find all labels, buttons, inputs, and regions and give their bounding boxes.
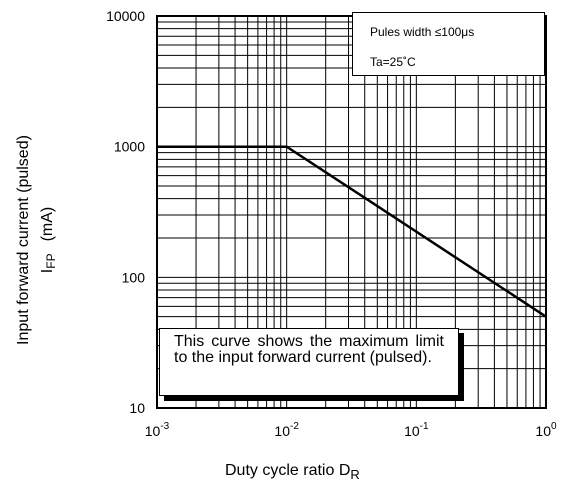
y-axis-symbol: I [39,269,56,273]
svg-text:Input forward current (pulsed): Input forward current (pulsed) [15,135,32,345]
y-axis-symbol-subscript: FP [44,253,58,268]
x-tick-label: 10-3 [145,421,170,439]
x-axis-label-text: Duty cycle ratio D [225,462,351,479]
y-axis-label-line1: Input forward current (pulsed) [15,135,32,345]
x-axis-label: Duty cycle ratio DR [225,462,360,482]
x-axis-label-subscript: R [350,467,360,482]
y-tick-label: 1000 [114,139,145,155]
note-text: This curve shows the maximum limit to th… [174,333,444,366]
note-box: This curve shows the maximum limit to th… [159,328,459,396]
y-tick-label: 100 [122,269,146,285]
plot-frame [156,15,547,409]
temperature-condition: Ta=25˚C [370,55,416,69]
conditions-box: Pules width ≤100μs Ta=25˚C [352,12,545,76]
x-tick-label: 10-2 [274,421,299,439]
x-tick-label: 10-1 [404,421,429,439]
y-tick-labels: 10000 1000 100 10 [106,8,145,416]
y-tick-label: 10 [129,400,145,416]
y-tick-label: 10000 [106,8,145,24]
series-line [157,145,547,318]
y-axis-unit: (mA) [39,207,56,242]
x-tick-labels: 10-3 10-2 10-1 100 [145,421,557,439]
pulse-width-condition: Pules width ≤100μs [370,25,475,39]
svg-text:IFP(mA): IFP (mA) [39,207,58,273]
y-axis-label: Input forward current (pulsed) IFP (mA) [15,135,58,345]
x-tick-label: 100 [535,421,557,439]
